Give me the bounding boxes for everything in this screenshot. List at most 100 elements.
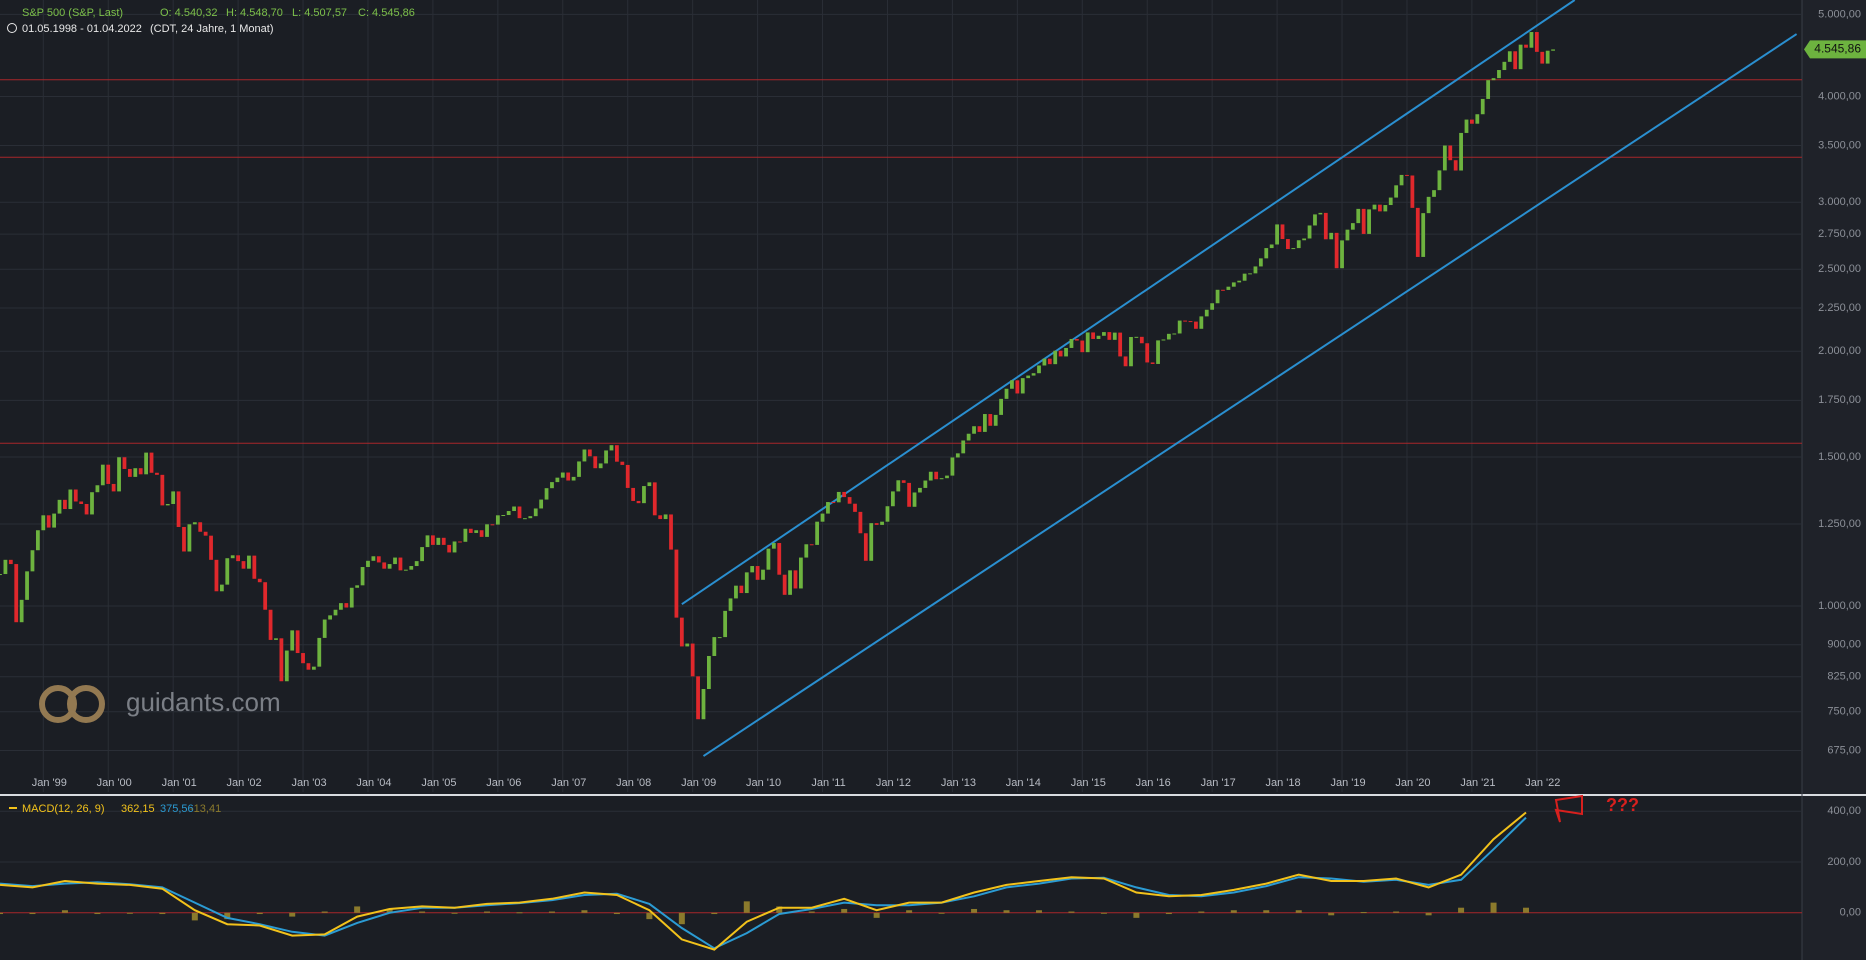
macd-line bbox=[0, 811, 1527, 951]
candle bbox=[25, 571, 29, 600]
candle bbox=[566, 472, 571, 481]
candle bbox=[1248, 273, 1252, 275]
candle bbox=[160, 474, 165, 506]
candle bbox=[1269, 244, 1274, 249]
candle bbox=[431, 535, 435, 545]
candle bbox=[696, 676, 700, 720]
candle bbox=[1534, 32, 1539, 52]
histogram-bar bbox=[516, 912, 523, 914]
candle bbox=[393, 557, 397, 565]
candle bbox=[609, 445, 614, 451]
candle bbox=[539, 499, 544, 509]
histogram-bar bbox=[256, 912, 263, 915]
candle bbox=[652, 482, 657, 516]
histogram-bar bbox=[1425, 912, 1432, 916]
candle bbox=[788, 570, 792, 595]
candle bbox=[247, 555, 251, 569]
candle bbox=[8, 559, 13, 565]
candle bbox=[712, 637, 717, 656]
candle bbox=[409, 566, 414, 570]
trend-line bbox=[681, 0, 1576, 606]
candle bbox=[14, 564, 19, 623]
grid bbox=[0, 0, 1802, 914]
candle bbox=[685, 643, 690, 647]
annotation: ??? bbox=[1606, 795, 1639, 815]
histogram-bar bbox=[711, 912, 718, 915]
candle bbox=[436, 537, 441, 545]
candle bbox=[798, 557, 803, 589]
candle bbox=[728, 598, 733, 611]
candle bbox=[528, 516, 533, 519]
candle bbox=[658, 515, 663, 520]
x-tick-label: Jan '19 bbox=[1330, 777, 1365, 789]
candle bbox=[1350, 223, 1355, 230]
x-tick-label: Jan '01 bbox=[162, 777, 197, 789]
histogram-bar bbox=[289, 912, 296, 917]
logo bbox=[39, 685, 77, 723]
candle bbox=[376, 556, 381, 563]
histogram-bar bbox=[613, 912, 620, 915]
x-tick-label: Jan '00 bbox=[97, 777, 132, 789]
histogram-bar bbox=[0, 912, 3, 915]
y-tick-label: 825,00 bbox=[1827, 671, 1861, 683]
candle bbox=[1491, 78, 1496, 81]
candle bbox=[512, 506, 516, 512]
histogram-bar bbox=[1230, 910, 1237, 913]
candle bbox=[263, 582, 268, 610]
histogram-bar bbox=[159, 912, 166, 915]
candle bbox=[73, 489, 78, 502]
candle bbox=[809, 544, 814, 546]
candle bbox=[1334, 232, 1339, 269]
series-name: S&P 500 (S&P, Last) bbox=[22, 7, 123, 19]
candle bbox=[847, 497, 852, 504]
candle bbox=[939, 478, 944, 480]
candle bbox=[1215, 289, 1220, 304]
candle bbox=[1053, 350, 1058, 365]
annotation-arrow bbox=[1554, 794, 1583, 823]
candle bbox=[1372, 204, 1377, 210]
candle bbox=[1318, 212, 1323, 215]
histogram-bar bbox=[1003, 910, 1010, 913]
candle bbox=[1264, 248, 1269, 259]
candle bbox=[674, 549, 679, 618]
candle bbox=[122, 457, 127, 469]
candle bbox=[550, 482, 554, 489]
candle bbox=[1204, 309, 1209, 317]
y-tick-label: 3.500,00 bbox=[1818, 139, 1861, 151]
candle bbox=[95, 485, 100, 493]
candle bbox=[1194, 321, 1198, 329]
candle bbox=[133, 468, 138, 477]
candle bbox=[1015, 380, 1020, 394]
histogram-bar bbox=[1165, 912, 1172, 915]
candle bbox=[1020, 378, 1025, 394]
candle bbox=[1064, 347, 1068, 357]
histogram-bar bbox=[1295, 910, 1302, 913]
candle bbox=[495, 515, 500, 525]
histogram-bar bbox=[354, 906, 361, 913]
x-tick-label: Jan '20 bbox=[1395, 777, 1430, 789]
candle bbox=[977, 426, 982, 432]
histogram-bar bbox=[1523, 907, 1530, 913]
candle bbox=[1221, 289, 1225, 291]
candle bbox=[187, 524, 192, 552]
candle bbox=[1253, 266, 1258, 274]
candle bbox=[874, 523, 879, 525]
candle bbox=[366, 560, 370, 568]
candle bbox=[241, 561, 246, 569]
candle bbox=[755, 566, 760, 580]
histogram-bar bbox=[1360, 912, 1367, 914]
candle bbox=[582, 449, 587, 462]
candle bbox=[1210, 303, 1215, 310]
candle bbox=[1031, 373, 1036, 376]
histogram-bar bbox=[1490, 902, 1497, 913]
histogram-bar bbox=[938, 912, 945, 914]
candle bbox=[544, 488, 549, 500]
x-tick-label: Jan '18 bbox=[1266, 777, 1301, 789]
candle bbox=[19, 599, 24, 623]
candle bbox=[214, 559, 219, 592]
candle bbox=[707, 655, 711, 690]
candle bbox=[349, 587, 354, 608]
candle bbox=[279, 638, 284, 682]
y-tick-label: 750,00 bbox=[1827, 706, 1861, 718]
candle bbox=[934, 471, 939, 480]
